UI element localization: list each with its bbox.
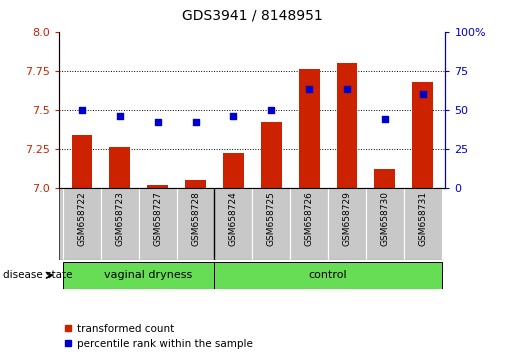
Bar [290,188,328,260]
Legend: transformed count, percentile rank within the sample: transformed count, percentile rank withi… [64,324,253,349]
Bar [337,63,357,188]
Bar [299,69,320,188]
Bar [413,82,433,188]
Bar [109,147,130,188]
Text: GSM658729: GSM658729 [342,191,352,246]
Text: GSM658728: GSM658728 [191,191,200,246]
Text: GSM658723: GSM658723 [115,191,124,246]
Bar [63,262,214,289]
Bar [101,188,139,260]
Bar [261,122,282,188]
Point [78,107,86,113]
Point [267,107,276,113]
Bar [72,135,92,188]
Text: GSM658726: GSM658726 [305,191,314,246]
Text: GSM658722: GSM658722 [77,191,87,246]
Bar [404,188,442,260]
Bar [139,188,177,260]
Text: control: control [309,270,348,280]
Bar [252,188,290,260]
Bar [147,184,168,188]
Text: GSM658725: GSM658725 [267,191,276,246]
Point [343,87,351,92]
Bar [366,188,404,260]
Text: GSM658730: GSM658730 [381,191,389,246]
Point [116,113,124,119]
Bar [223,153,244,188]
Point [381,116,389,122]
Bar [214,262,442,289]
Point [305,87,313,92]
Text: disease state: disease state [3,270,72,280]
Text: GSM658731: GSM658731 [418,191,427,246]
Text: vaginal dryness: vaginal dryness [104,270,192,280]
Point [229,113,237,119]
Text: GSM658727: GSM658727 [153,191,162,246]
Bar [214,188,252,260]
Bar [374,169,396,188]
Bar [177,188,214,260]
Point [419,91,427,97]
Bar [63,188,101,260]
Bar [185,180,206,188]
Text: GSM658724: GSM658724 [229,191,238,246]
Bar [328,188,366,260]
Point [192,119,200,125]
Point [153,119,162,125]
Text: GDS3941 / 8148951: GDS3941 / 8148951 [182,9,323,23]
